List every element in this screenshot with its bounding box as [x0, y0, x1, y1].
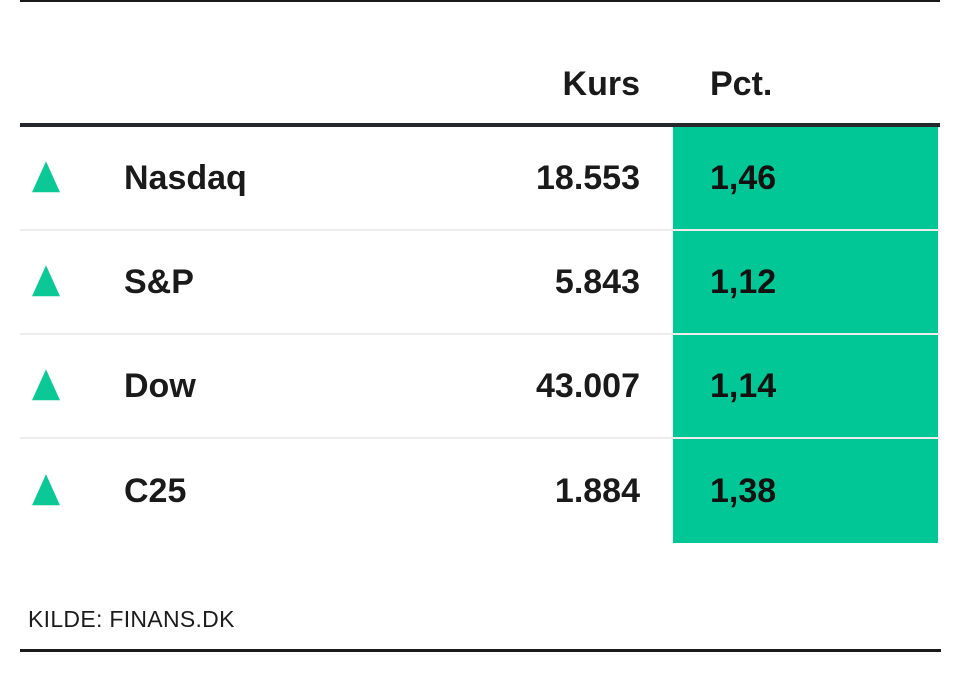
table-row-sp: 1,12 S&P 5.843 [20, 231, 940, 335]
pct-cell: 1,12 [673, 231, 938, 333]
pct-cell: 1,14 [673, 335, 938, 437]
table-header: Kurs Pct. [20, 2, 940, 123]
up-triangle-icon [32, 474, 60, 506]
up-triangle-icon [32, 369, 60, 401]
bottom-rule-line [20, 649, 941, 652]
pct-value: 1,38 [710, 472, 777, 510]
source-credit: KILDE: FINANS.DK [28, 606, 235, 632]
up-triangle-icon [32, 161, 60, 193]
kurs-value: 1.884 [554, 472, 640, 510]
pct-cell: 1,46 [673, 127, 938, 229]
header-underline [20, 123, 940, 127]
table-body: 1,46 Nasdaq 18.553 1,12 S&P 5.843 1,14 [20, 127, 940, 543]
up-triangle-icon [32, 265, 60, 297]
pct-value: 1,14 [710, 367, 777, 405]
table-row-nasdaq: 1,46 Nasdaq 18.553 [20, 127, 940, 231]
index-name: C25 [124, 472, 187, 510]
index-name: S&P [124, 263, 194, 301]
graphic-inner: Kurs Pct. 1,46 Nasdaq 18.553 1,12 S&P 5.… [20, 0, 941, 674]
kurs-value: 18.553 [536, 159, 640, 197]
pct-value: 1,46 [710, 159, 777, 197]
pct-value: 1,12 [710, 263, 777, 301]
pct-cell: 1,38 [673, 439, 938, 543]
column-header-pct: Pct. [710, 65, 773, 103]
kurs-value: 43.007 [536, 367, 640, 405]
index-name: Nasdaq [124, 159, 247, 197]
kurs-value: 5.843 [554, 263, 640, 301]
table-row-c25: 1,38 C25 1.884 [20, 439, 940, 543]
top-rule-line [20, 0, 940, 2]
index-name: Dow [124, 367, 196, 405]
column-header-kurs: Kurs [562, 65, 640, 103]
table-row-dow: 1,14 Dow 43.007 [20, 335, 940, 439]
